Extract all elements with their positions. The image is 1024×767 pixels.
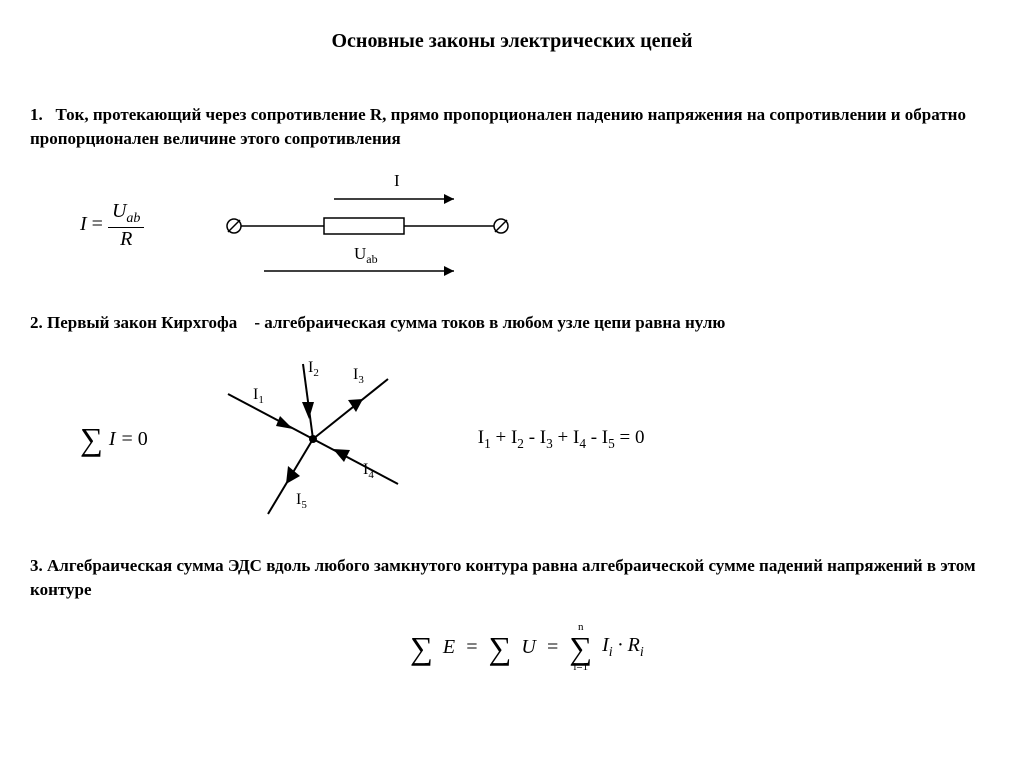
law-2-formula: ∑ I = 0 — [80, 413, 148, 465]
sigma-icon: ∑ — [489, 634, 512, 662]
law-2-text: 2. Первый закон Кирхгофа - алгебраическа… — [30, 311, 994, 335]
formula-var: I — [109, 428, 116, 451]
kcl-equation: I1 + I2 - I3 + I4 - I5 = 0 — [478, 427, 645, 452]
resistor-box — [324, 218, 404, 234]
sigma-icon: ∑ — [569, 634, 592, 662]
formula-Ri: R — [628, 634, 640, 656]
law-1-formula: I = Uab R — [80, 200, 144, 251]
formula-i-sub2: i — [640, 645, 644, 660]
formula-U: U — [521, 636, 535, 659]
formula-Ii: I — [602, 634, 609, 656]
resistor-diagram: I Uab — [204, 171, 524, 281]
formula-eq: = — [92, 213, 103, 235]
sum-bot: i=1 — [573, 662, 588, 674]
formula-E: E — [443, 636, 455, 659]
law-2-section: 2. Первый закон Кирхгофа - алгебраическа… — [30, 311, 994, 525]
formula-eq1: = — [465, 636, 479, 659]
formula-lhs: I — [80, 213, 87, 235]
sigma-icon: ∑ — [410, 634, 433, 662]
formula-eq2: = — [546, 636, 560, 659]
i5-label: I5 — [296, 491, 307, 511]
formula-den: R — [108, 228, 144, 251]
law-3-number: 3. — [30, 556, 43, 575]
page-title: Основные законы электрических цепей — [30, 30, 994, 53]
law-2-dash: - — [254, 313, 260, 332]
i1-label: I1 — [253, 386, 264, 406]
uab-label: Uab — [354, 244, 378, 266]
i-label: I — [394, 171, 400, 190]
law-1-body: Ток, протекающий через сопротивление R, … — [30, 105, 966, 148]
law-1-number: 1. — [30, 105, 43, 124]
law-3-section: 3. Алгебраическая сумма ЭДС вдоль любого… — [30, 554, 994, 674]
node-diagram: I1 I2 I3 I4 I5 — [208, 354, 418, 524]
formula-eq0: = 0 — [121, 428, 147, 451]
formula-dot: · — [618, 634, 623, 656]
law-1-section: 1. Ток, протекающий через сопротивление … — [30, 103, 994, 281]
i2-label: I2 — [308, 359, 319, 379]
law-2-part2: алгебраическая сумма токов в любом узле … — [264, 313, 725, 332]
law-2-part1: Первый закон Кирхгофа — [47, 313, 237, 332]
formula-num-sym: U — [112, 200, 126, 222]
node-center — [309, 435, 317, 443]
formula-num-sub: ab — [126, 211, 140, 226]
law-2-number: 2. — [30, 313, 43, 332]
i3-label: I3 — [353, 366, 364, 386]
sigma-icon: ∑ — [80, 425, 103, 453]
formula-i-sub: i — [609, 645, 613, 660]
i4-label: I4 — [363, 461, 374, 481]
law-1-text: 1. Ток, протекающий через сопротивление … — [30, 103, 994, 151]
law-3-formula: ∑ E = ∑ U = n ∑ i=1 Ii · Ri — [410, 622, 994, 674]
law-3-text: 3. Алгебраическая сумма ЭДС вдоль любого… — [30, 554, 994, 602]
law-3-body: Алгебраическая сумма ЭДС вдоль любого за… — [30, 556, 976, 599]
